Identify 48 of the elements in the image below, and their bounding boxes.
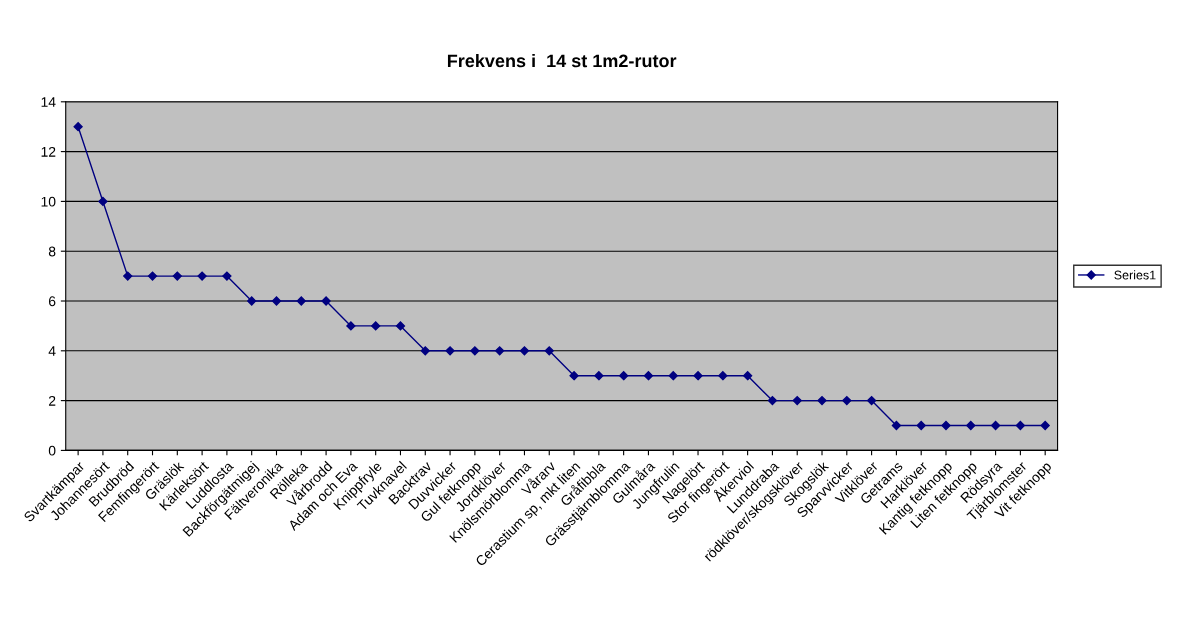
point (643, 371, 654, 381)
y-tick-label: 10 (41, 196, 56, 207)
point (693, 371, 703, 381)
point (371, 321, 381, 331)
point (495, 346, 505, 356)
point (718, 371, 728, 381)
point (619, 371, 629, 381)
point (544, 346, 554, 356)
point (247, 296, 257, 306)
point (792, 395, 802, 406)
y-tick-label: 6 (48, 296, 56, 307)
y-tick-label: 4 (48, 346, 56, 356)
point (1015, 420, 1026, 431)
chart-title: Frekvens i 14 st 1m2-rutor (447, 54, 677, 68)
legend-label: Series1 (1114, 270, 1156, 280)
point (271, 296, 282, 306)
point (842, 395, 852, 406)
point (916, 420, 926, 431)
point (197, 271, 207, 281)
point (470, 346, 480, 356)
point (866, 395, 877, 406)
y-tick-label: 0 (48, 445, 56, 456)
point (395, 321, 406, 331)
point (123, 271, 133, 281)
y-tick-label: 12 (41, 146, 56, 157)
point (668, 371, 678, 381)
point (445, 346, 455, 356)
point (1040, 420, 1050, 431)
point (767, 395, 778, 406)
point (941, 420, 951, 431)
point (569, 371, 579, 381)
point (420, 346, 430, 356)
y-tick-label: 8 (48, 246, 56, 257)
point (742, 371, 753, 381)
point (519, 346, 530, 356)
point (966, 420, 976, 431)
point (594, 371, 604, 381)
point (222, 271, 232, 281)
point (817, 395, 827, 406)
point (147, 271, 158, 281)
point (296, 296, 306, 306)
point (172, 271, 182, 281)
y-tick-label: 14 (41, 97, 56, 107)
point (98, 196, 108, 207)
point (891, 420, 902, 431)
point (73, 122, 83, 132)
point (346, 321, 356, 331)
y-tick-label: 2 (48, 395, 56, 406)
